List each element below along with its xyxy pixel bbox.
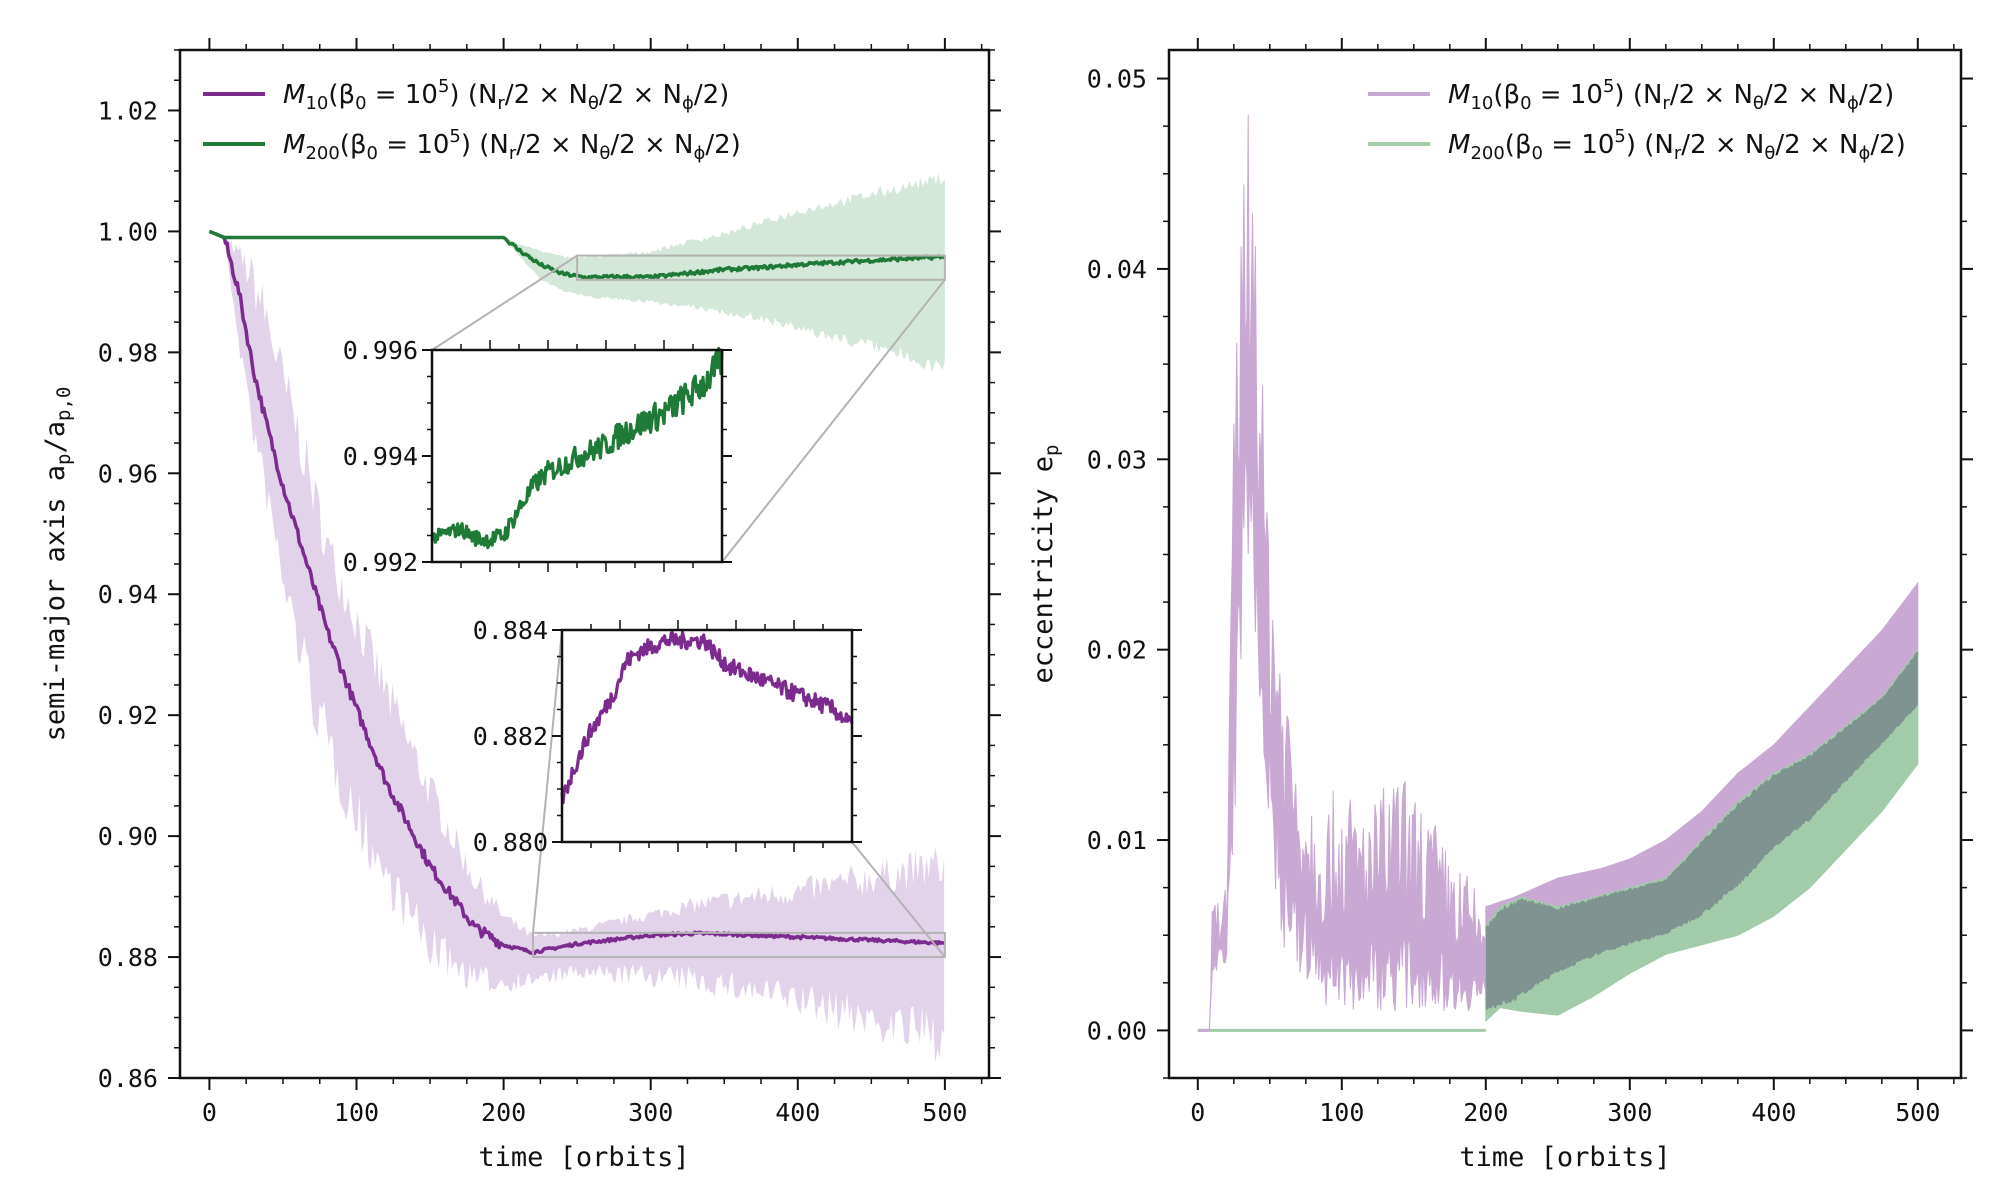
- left-xtick-label-500: 500: [922, 1098, 967, 1127]
- inset-green-ytick-label-0.992: 0.992: [343, 548, 418, 577]
- right-panel-eccentricity: 0 100 200 300 400 500 0.00 0.01 0.02 0.03 0.04 0.05…: [1028, 38, 1973, 1173]
- left-ytick-label-1.00: 1.00: [98, 217, 158, 246]
- left-ytick-label-0.86: 0.86: [98, 1064, 158, 1093]
- right-axis-ticks: 0 100 200 300 400 500 0.00 0.01 0.02 0.03 0.04 0.05: [1087, 38, 1973, 1127]
- right-legend: M10(β0 = 105) (Nr/2 × Nθ/2 × Nϕ/2) M200(…: [1368, 76, 1906, 164]
- right-xtick-label-200: 200: [1463, 1098, 1508, 1127]
- left-ytick-label-0.96: 0.96: [98, 459, 158, 488]
- zoom-connector-purple-2: [851, 841, 946, 958]
- inset-purple-ticks: 0.880 0.882 0.884: [473, 616, 862, 857]
- inset-purple-ytick-label-0.880: 0.880: [473, 828, 548, 857]
- band-series-0: [209, 231, 945, 1063]
- left-xtick-label-300: 300: [628, 1098, 673, 1127]
- right-y-axis-label: eccentricity ep: [1028, 444, 1063, 683]
- zoom-connector-purple-1: [532, 629, 563, 933]
- inset-green-line: [430, 346, 724, 550]
- right-x-axis-label: time [orbits]: [1459, 1142, 1670, 1173]
- left-legend: M10(β0 = 105) (Nr/2 × Nθ/2 × Nϕ/2) M200(…: [203, 76, 741, 164]
- inset-purple-ytick-label-0.882: 0.882: [473, 722, 548, 751]
- inset-green-ytick-label-0.996: 0.996: [343, 336, 418, 365]
- left-xtick-label-400: 400: [775, 1098, 820, 1127]
- inset-purple-frame: [560, 628, 854, 844]
- left-axes-frame: [178, 48, 991, 1080]
- legend-label-m10: M10(β0 = 105) (Nr/2 × Nθ/2 × Nϕ/2): [283, 76, 729, 114]
- left-ytick-label-1.02: 1.02: [98, 96, 158, 125]
- right-ytick-label-0.04: 0.04: [1087, 255, 1147, 284]
- left-ytick-label-0.88: 0.88: [98, 943, 158, 972]
- right-ytick-label-0.02: 0.02: [1087, 636, 1147, 665]
- left-ytick-label-0.94: 0.94: [98, 580, 158, 609]
- inset-green-ytick-label-0.994: 0.994: [343, 442, 418, 471]
- legend-label-m10-right: M10(β0 = 105) (Nr/2 × Nθ/2 × Nϕ/2): [1448, 76, 1894, 114]
- zoom-box-green: [576, 254, 946, 281]
- inset-green-zoom: 0.992 0.994 0.996: [343, 336, 732, 577]
- legend-label-m200: M200(β0 = 105) (Nr/2 × Nθ/2 × Nϕ/2): [283, 126, 741, 164]
- left-y-axis-label-text: semi-major axis: [40, 497, 71, 741]
- right-axes-frame: [1167, 48, 1963, 1080]
- line-series-0: [208, 229, 946, 956]
- left-panel-semi-major-axis: 0 100 200 300 400 500 0.86 0.88 0.90 0.92 0.94 0.96…: [40, 38, 1001, 1173]
- left-x-axis-label: time [orbits]: [478, 1142, 689, 1173]
- right-xtick-label-400: 400: [1751, 1098, 1796, 1127]
- left-y-axis-label: semi-major axis ap/ap,0: [40, 387, 75, 742]
- left-xtick-label-200: 200: [481, 1098, 526, 1127]
- right-y-axis-label-text: eccentricity: [1028, 488, 1059, 683]
- inset-purple-ytick-label-0.884: 0.884: [473, 616, 548, 645]
- legend-label-m200-right: M200(β0 = 105) (Nr/2 × Nθ/2 × Nϕ/2): [1448, 126, 1906, 164]
- inset-purple-line: [560, 630, 854, 805]
- right-eccentricity-bands: [1197, 114, 1919, 1032]
- left-ytick-label-0.92: 0.92: [98, 701, 158, 730]
- band-overlap: [1485, 651, 1918, 1011]
- inset-green-plot: [430, 346, 724, 550]
- zoom-connector-green-2: [721, 279, 946, 563]
- left-xtick-label-100: 100: [334, 1098, 379, 1127]
- inset-purple-zoom: 0.880 0.882 0.884: [473, 616, 862, 857]
- right-xtick-label-0: 0: [1190, 1098, 1205, 1127]
- inset-purple-background: [562, 630, 852, 842]
- left-uncertainty-bands: [209, 173, 945, 1063]
- left-ytick-label-0.90: 0.90: [98, 822, 158, 851]
- inset-green-frame: [430, 348, 724, 564]
- band-series-1: [503, 173, 945, 372]
- left-xtick-label-0: 0: [202, 1098, 217, 1127]
- right-ytick-label-0.03: 0.03: [1087, 445, 1147, 474]
- right-xtick-label-500: 500: [1895, 1098, 1940, 1127]
- zoom-box-purple: [532, 931, 946, 959]
- left-zoom-indicators: [431, 254, 946, 959]
- zoom-connector-green-1: [431, 254, 578, 351]
- left-ytick-label-0.98: 0.98: [98, 338, 158, 367]
- right-ytick-label-0.01: 0.01: [1087, 826, 1147, 855]
- right-xtick-label-300: 300: [1607, 1098, 1652, 1127]
- right-ytick-label-0.00: 0.00: [1087, 1016, 1147, 1045]
- inset-purple-plot: [560, 630, 854, 805]
- right-ytick-label-0.05: 0.05: [1087, 65, 1147, 94]
- right-xtick-label-100: 100: [1319, 1098, 1364, 1127]
